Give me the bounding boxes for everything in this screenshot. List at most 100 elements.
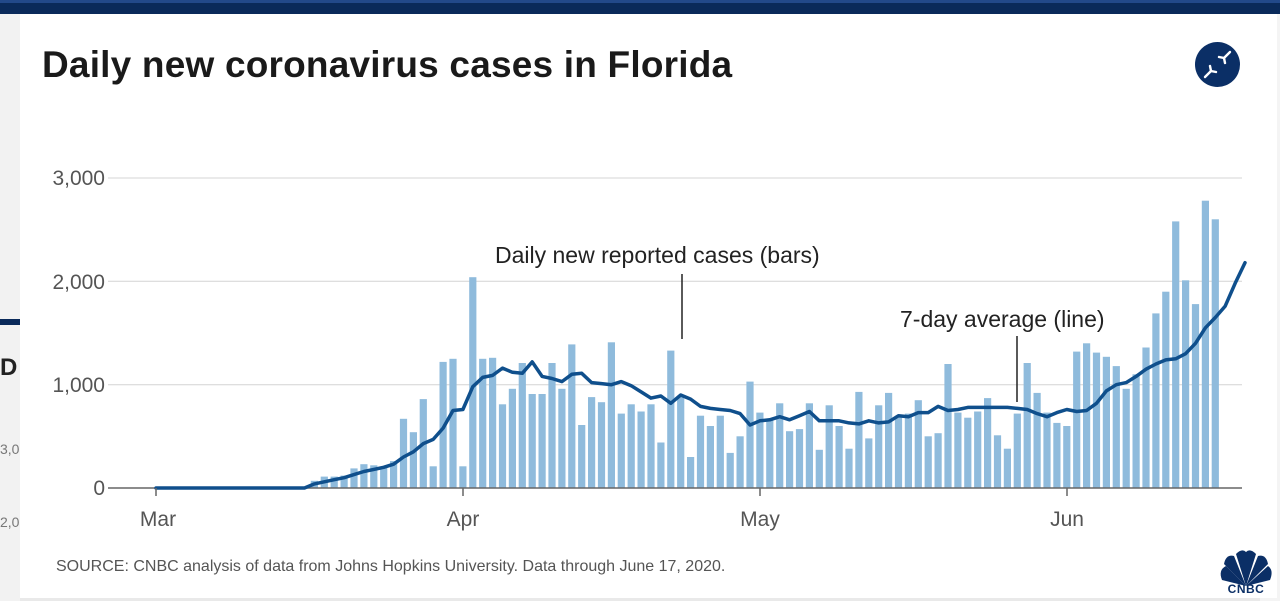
bar bbox=[825, 405, 833, 488]
bar bbox=[657, 442, 665, 488]
bar bbox=[568, 344, 576, 488]
chart: 0 3,000 2,000 1,000 Mar Apr May Jun Dail… bbox=[52, 167, 1247, 531]
y-tick-label-0: 0 bbox=[93, 477, 105, 500]
bar bbox=[1162, 291, 1170, 488]
bar bbox=[1043, 412, 1051, 488]
bar bbox=[974, 411, 982, 488]
x-tick-label-mar: Mar bbox=[140, 508, 176, 531]
bar bbox=[716, 415, 724, 488]
background-fragment-tick: 3,0 bbox=[0, 441, 20, 457]
bar bbox=[1033, 392, 1041, 488]
collapse-button[interactable] bbox=[1195, 42, 1240, 87]
background-fragment-tick: 2,0 bbox=[0, 514, 20, 530]
bar bbox=[885, 392, 893, 488]
background-fragment-heading: D bbox=[0, 354, 18, 381]
bar bbox=[627, 404, 635, 488]
bar bbox=[330, 476, 338, 488]
bar bbox=[380, 467, 388, 488]
bar bbox=[696, 415, 705, 488]
bar bbox=[677, 397, 685, 488]
bar bbox=[1172, 221, 1180, 488]
bar bbox=[776, 403, 784, 488]
bar bbox=[1083, 343, 1091, 488]
bar bbox=[964, 417, 972, 488]
bar bbox=[1191, 304, 1200, 488]
bar bbox=[845, 448, 853, 488]
bar-series bbox=[310, 200, 1219, 489]
bar bbox=[459, 466, 467, 488]
y-tick-label-1000: 1,000 bbox=[52, 374, 105, 397]
bar bbox=[944, 364, 952, 488]
bar bbox=[390, 461, 398, 488]
bar bbox=[1211, 219, 1219, 489]
bar bbox=[746, 381, 754, 488]
bar bbox=[607, 342, 615, 488]
bar bbox=[1182, 280, 1190, 488]
bar bbox=[1152, 313, 1160, 488]
bar bbox=[795, 429, 804, 488]
top-bar-strip bbox=[0, 0, 1280, 3]
bar bbox=[667, 350, 675, 488]
bar bbox=[1092, 352, 1101, 488]
bar bbox=[1201, 200, 1209, 488]
bar bbox=[786, 431, 794, 488]
bar bbox=[449, 358, 457, 488]
seven-day-average-line bbox=[154, 260, 1247, 490]
bar bbox=[489, 357, 497, 488]
bar bbox=[1003, 448, 1011, 488]
bar bbox=[726, 452, 734, 488]
bar bbox=[934, 433, 942, 488]
annotation-bars-label: Daily new reported cases (bars) bbox=[495, 242, 820, 268]
bar bbox=[835, 426, 843, 488]
bar bbox=[469, 277, 477, 488]
bar bbox=[518, 363, 526, 488]
y-tick-label-2000: 2,000 bbox=[52, 271, 105, 294]
bar bbox=[1142, 347, 1150, 488]
bar bbox=[924, 436, 932, 488]
bar bbox=[350, 468, 358, 488]
bar bbox=[855, 391, 863, 488]
top-bar bbox=[0, 0, 1280, 14]
bar bbox=[360, 464, 368, 488]
bar bbox=[508, 388, 516, 488]
bar bbox=[1063, 426, 1071, 488]
bar bbox=[1102, 356, 1110, 488]
bar bbox=[954, 412, 962, 488]
bar bbox=[1023, 363, 1031, 488]
bar bbox=[914, 400, 922, 488]
cnbc-logo-text: CNBC bbox=[1227, 582, 1265, 596]
bar bbox=[815, 449, 823, 488]
bar bbox=[904, 413, 912, 488]
gridlines bbox=[108, 177, 1242, 386]
annotation-line-label: 7-day average (line) bbox=[900, 306, 1105, 332]
bar bbox=[736, 436, 744, 488]
x-tick-label-may: May bbox=[740, 508, 780, 531]
bar bbox=[637, 411, 645, 488]
bar bbox=[687, 457, 695, 488]
bar bbox=[1122, 388, 1130, 488]
bar bbox=[984, 398, 992, 488]
bar bbox=[706, 426, 714, 488]
bar bbox=[1132, 374, 1140, 488]
bar bbox=[340, 475, 348, 488]
background-blue-strip bbox=[0, 319, 20, 325]
bar bbox=[538, 394, 546, 488]
bar bbox=[805, 403, 813, 488]
bar bbox=[865, 438, 873, 488]
bar bbox=[528, 394, 536, 488]
x-tick-label-jun: Jun bbox=[1050, 508, 1084, 531]
bar bbox=[894, 415, 903, 488]
bar bbox=[597, 402, 606, 488]
bar bbox=[617, 413, 625, 488]
bar bbox=[548, 363, 556, 488]
cnbc-peacock-icon bbox=[1220, 550, 1272, 586]
bar bbox=[647, 404, 655, 488]
y-tick-label-3000: 3,000 bbox=[52, 167, 105, 190]
bar bbox=[409, 432, 417, 488]
bar bbox=[370, 465, 378, 488]
bar bbox=[766, 418, 774, 488]
x-tick-label-apr: Apr bbox=[447, 508, 480, 531]
bar bbox=[1053, 422, 1061, 488]
bar bbox=[588, 397, 596, 488]
bar bbox=[558, 388, 566, 488]
